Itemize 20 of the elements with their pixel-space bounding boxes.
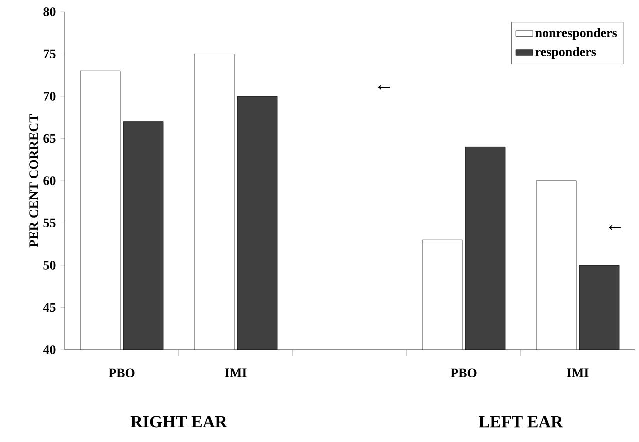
y-tick-label: 45 bbox=[43, 303, 56, 312]
x-tick-label: IMI bbox=[567, 368, 589, 378]
annotation: ← bbox=[609, 225, 621, 230]
x-tick-label: IMI bbox=[225, 368, 247, 378]
y-tick-label: 40 bbox=[43, 346, 56, 354]
y-tick-label: 50 bbox=[44, 261, 56, 270]
annotation: ← bbox=[378, 85, 390, 90]
y-tick-label: 75 bbox=[44, 50, 56, 59]
legend-label: responders bbox=[536, 47, 596, 60]
y-tick-label: 55 bbox=[44, 218, 56, 228]
y-axis-title: PER CENT CORRECT bbox=[30, 114, 38, 248]
y-tick-label: 70 bbox=[44, 92, 56, 101]
x-tick-label: PBO bbox=[450, 368, 477, 378]
y-tick-label: 60 bbox=[44, 176, 56, 186]
y-tick-label: 65 bbox=[44, 134, 56, 144]
text: LEFT EAR bbox=[479, 416, 564, 428]
text: RIGHT EAR bbox=[130, 416, 228, 428]
y-tick-label: 80 bbox=[44, 8, 56, 16]
legend-label: nonresponders bbox=[536, 28, 618, 40]
x-tick-label: PBO bbox=[108, 368, 135, 378]
